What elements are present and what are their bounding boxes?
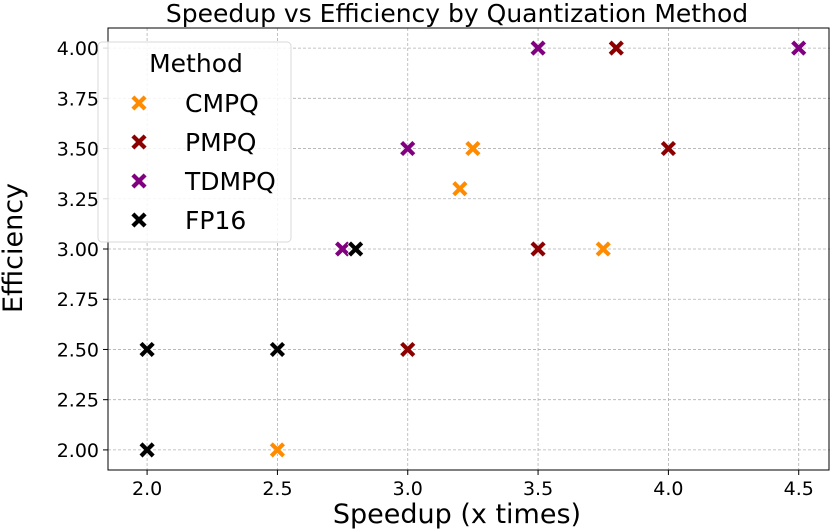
x-tick-label: 2.0	[132, 478, 162, 500]
point-tdmpq	[529, 39, 547, 57]
legend-marker-cmpq	[130, 94, 148, 112]
chart-title: Speedup vs Efficiency by Quantization Me…	[166, 0, 748, 28]
x-tick-label: 3.5	[523, 478, 553, 500]
x-tick-label: 4.5	[784, 478, 814, 500]
point-pmpq	[529, 240, 547, 258]
x-tick-label: 3.0	[393, 478, 423, 500]
legend: Method CMPQ PMPQ TDMPQ FP16	[97, 41, 292, 243]
y-tick-label: 3.00	[57, 239, 99, 261]
y-tick-label: 4.00	[57, 38, 99, 60]
points-layer	[138, 39, 808, 459]
x-axis-label: Speedup (x times)	[333, 499, 581, 530]
legend-marker-tdmpq	[130, 172, 148, 190]
legend-marker-fp16	[130, 211, 148, 229]
point-pmpq	[607, 39, 625, 57]
legend-label-cmpq: CMPQ	[185, 89, 259, 118]
legend-marker-pmpq	[130, 133, 148, 151]
point-tdmpq	[399, 140, 417, 157]
legend-items: CMPQ PMPQ TDMPQ FP16	[130, 89, 276, 235]
legend-box	[97, 41, 292, 243]
y-tick-label: 2.75	[57, 289, 99, 311]
point-cmpq	[268, 441, 286, 459]
y-tick-label: 2.25	[57, 390, 99, 412]
y-tick-label: 2.50	[57, 339, 99, 361]
point-tdmpq	[790, 39, 808, 57]
point-cmpq	[594, 240, 612, 258]
y-tick-label: 3.25	[57, 189, 99, 211]
y-tick-label: 2.00	[57, 440, 99, 462]
point-cmpq	[451, 180, 469, 198]
y-tick-label: 3.75	[57, 88, 99, 110]
x-tick-label: 4.0	[653, 478, 683, 500]
point-fp16	[347, 240, 365, 258]
ticks-layer: 2.0 2.5 3.0 3.5 4.0 4.5 2.00 2.25 2.50 2.75 3.00 3.…	[57, 38, 814, 500]
legend-label-pmpq: PMPQ	[185, 128, 256, 157]
point-fp16	[138, 441, 156, 459]
point-pmpq	[659, 140, 677, 157]
legend-title: Method	[149, 49, 243, 78]
point-fp16	[268, 341, 286, 358]
y-axis-label: Efficiency	[0, 183, 29, 313]
legend-label-fp16: FP16	[185, 206, 246, 235]
legend-label-tdmpq: TDMPQ	[184, 167, 276, 196]
point-fp16	[138, 341, 156, 358]
point-pmpq	[399, 341, 417, 358]
y-tick-label: 3.50	[57, 139, 99, 161]
point-cmpq	[464, 140, 482, 157]
x-tick-label: 2.5	[262, 478, 292, 500]
